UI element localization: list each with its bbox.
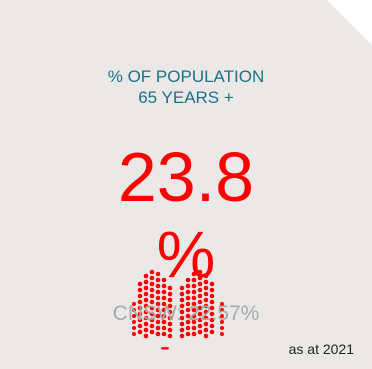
elderly-people-dots-icon xyxy=(132,269,224,339)
comparison-value: CNSW: 22.57% xyxy=(112,302,260,325)
stat-value: 23.8 xyxy=(117,138,255,216)
stat-label: % OF POPULATION 65 YEARS + xyxy=(107,67,265,107)
as-at-date: as at 2021 xyxy=(288,341,354,357)
dash-mark: - xyxy=(160,330,170,363)
